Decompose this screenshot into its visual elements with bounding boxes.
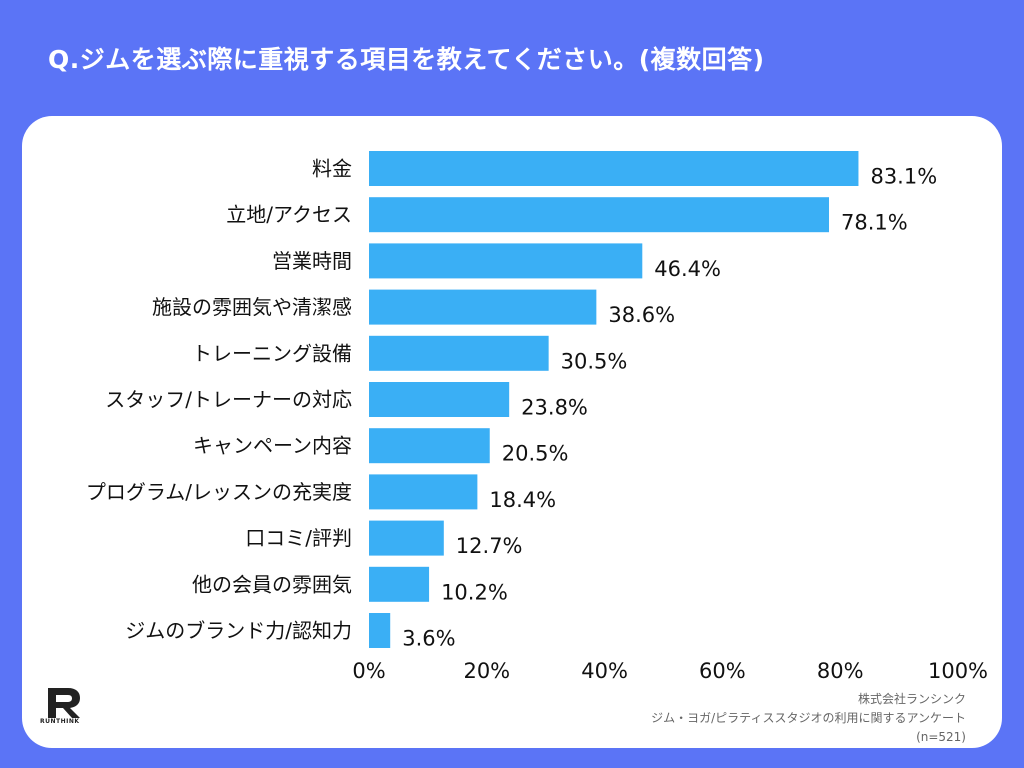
bar: [369, 474, 478, 510]
x-tick-label: 20%: [463, 659, 510, 683]
bar: [369, 243, 643, 279]
value-label: 20.5%: [502, 442, 569, 466]
bar: [369, 197, 830, 233]
bar: [369, 335, 549, 371]
bar: [369, 428, 490, 464]
value-label: 30.5%: [561, 349, 628, 373]
source-company: 株式会社ランシンク: [857, 692, 966, 706]
runthink-logo: [48, 688, 80, 718]
bar: [369, 289, 597, 325]
category-label: 立地/アクセス: [226, 203, 352, 227]
bar: [369, 566, 430, 602]
x-tick-label: 100%: [928, 659, 988, 683]
category-label: キャンペーン内容: [193, 434, 352, 458]
value-label: 46.4%: [654, 257, 721, 281]
value-label: 18.4%: [489, 488, 556, 512]
bar: [369, 520, 444, 556]
source-sample: (n=521): [916, 730, 966, 744]
value-label: 12.7%: [456, 534, 523, 558]
x-tick-label: 60%: [699, 659, 746, 683]
category-label: ジムのブランド力/認知力: [125, 619, 352, 643]
bar: [369, 613, 391, 648]
category-label: 口コミ/評判: [245, 526, 352, 550]
x-tick-label: 80%: [817, 659, 864, 683]
category-label: プログラム/レッスンの充実度: [86, 480, 352, 504]
category-label: スタッフ/トレーナーの対応: [105, 388, 352, 412]
category-label: 営業時間: [272, 249, 352, 273]
value-label: 10.2%: [441, 580, 508, 604]
source-note: 株式会社ランシンク ジム・ヨガ/ピラティススタジオの利用に関するアンケート (n…: [651, 690, 966, 747]
x-tick-label: 0%: [352, 659, 385, 683]
bar: [369, 382, 510, 417]
logo-wordmark: RUNTHINK: [40, 718, 80, 725]
source-survey: ジム・ヨガ/ピラティススタジオの利用に関するアンケート: [651, 711, 966, 725]
category-label: 施設の雰囲気や清潔感: [152, 295, 352, 319]
chart-title: Q.ジムを選ぶ際に重視する項目を教えてください。(複数回答): [48, 45, 765, 74]
category-label: 料金: [312, 157, 352, 181]
value-label: 3.6%: [402, 627, 455, 651]
value-label: 23.8%: [521, 396, 588, 420]
category-label: トレーニング設備: [192, 341, 352, 365]
value-label: 83.1%: [870, 165, 937, 189]
x-tick-label: 40%: [581, 659, 628, 683]
value-label: 38.6%: [608, 303, 675, 327]
category-label: 他の会員の雰囲気: [192, 572, 352, 596]
bar: [369, 151, 859, 186]
value-label: 78.1%: [841, 211, 908, 235]
